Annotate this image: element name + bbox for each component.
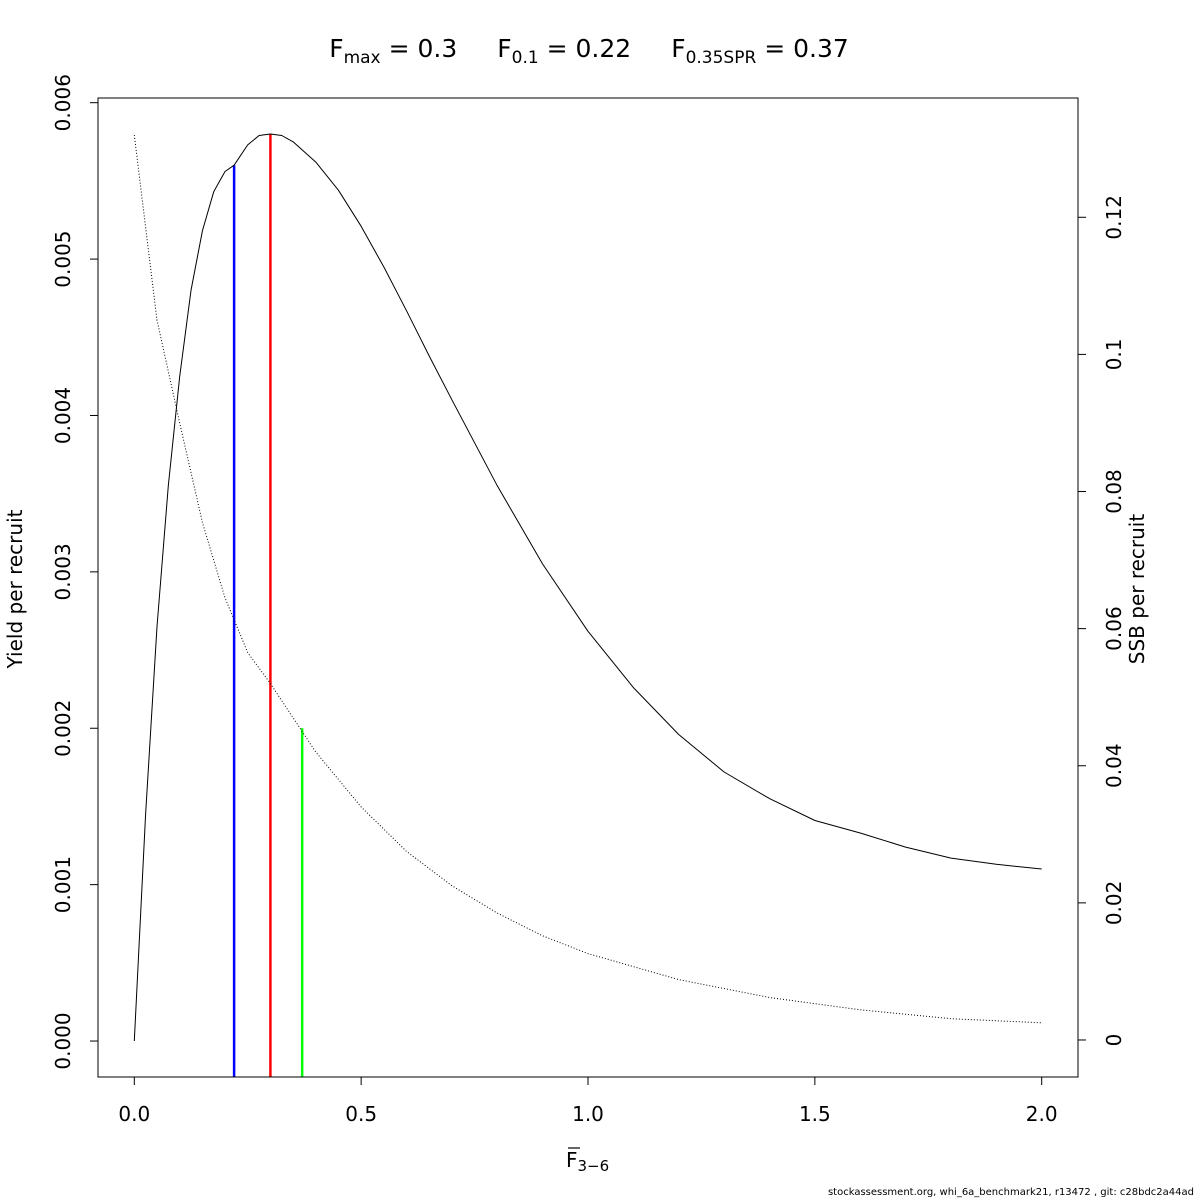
- title-f035spr-value: = 0.37: [756, 34, 849, 63]
- y2-axis-title: SSB per recruit: [1125, 514, 1149, 665]
- y-tick-label: 0.002: [51, 700, 75, 757]
- y-tick-label: 0.006: [51, 74, 75, 131]
- y-axis-right: 0 0.02 0.04 0.06 0.08 0.1 0.12: [1078, 195, 1126, 1046]
- y-tick-label: 0.005: [51, 230, 75, 287]
- y2-tick-label: 0.12: [1102, 195, 1126, 240]
- yield-per-recruit-line: [133, 133, 1042, 1042]
- y-tick-label: 0.001: [51, 856, 75, 913]
- x-tick-label: 1.5: [799, 1102, 831, 1126]
- ssb-per-recruit-line: [133, 134, 1042, 1024]
- y2-tick-label: 0.02: [1102, 881, 1126, 926]
- x-axis-title-sub: 3−6: [578, 1157, 610, 1175]
- x-tick-label: 0.0: [118, 1102, 150, 1126]
- series-group: [133, 133, 1042, 1042]
- footer-text: stockassessment.org, whi_6a_benchmark21,…: [827, 1187, 1194, 1198]
- title-f01-sub: 0.1: [512, 48, 539, 68]
- y-tick-label: 0.003: [51, 543, 75, 600]
- y2-tick-label: 0.06: [1102, 606, 1126, 651]
- x-tick-label: 1.0: [572, 1102, 604, 1126]
- title-f035spr-base: F: [671, 34, 685, 63]
- y2-tick-label: 0.08: [1102, 469, 1126, 514]
- y-axis-title: Yield per recruit: [3, 509, 27, 669]
- reference-lines: [232, 133, 304, 1077]
- title-f01-base: F: [497, 34, 511, 63]
- y-tick-label: 0.000: [51, 1012, 75, 1069]
- y2-tick-label: 0: [1102, 1034, 1126, 1047]
- x-tick-label: 0.5: [345, 1102, 377, 1126]
- svg-text:F3−6: F3−6: [566, 1148, 609, 1175]
- y-axis-left: 0.000 0.001 0.002 0.003 0.004 0.005 0.006: [51, 74, 98, 1070]
- plot-frame: [97, 97, 1079, 1078]
- title-fmax-sub: max: [344, 48, 381, 68]
- x-axis-title: F3−6: [566, 1147, 609, 1175]
- x-tick-label: 2.0: [1026, 1102, 1058, 1126]
- title-f035spr-sub: 0.35SPR: [686, 48, 757, 68]
- x-axis-title-base: F: [566, 1148, 578, 1172]
- chart-title: Fmax = 0.3 F0.1 = 0.22 F0.35SPR = 0.37: [329, 34, 849, 68]
- y2-tick-label: 0.04: [1102, 743, 1126, 788]
- y-tick-label: 0.004: [51, 387, 75, 444]
- y2-tick-label: 0.1: [1102, 338, 1126, 370]
- title-f01-value: = 0.22: [539, 34, 632, 63]
- title-fmax-base: F: [329, 34, 343, 63]
- title-fmax-value: = 0.3: [381, 34, 458, 63]
- x-axis: 0.0 0.5 1.0 1.5 2.0: [118, 1076, 1058, 1126]
